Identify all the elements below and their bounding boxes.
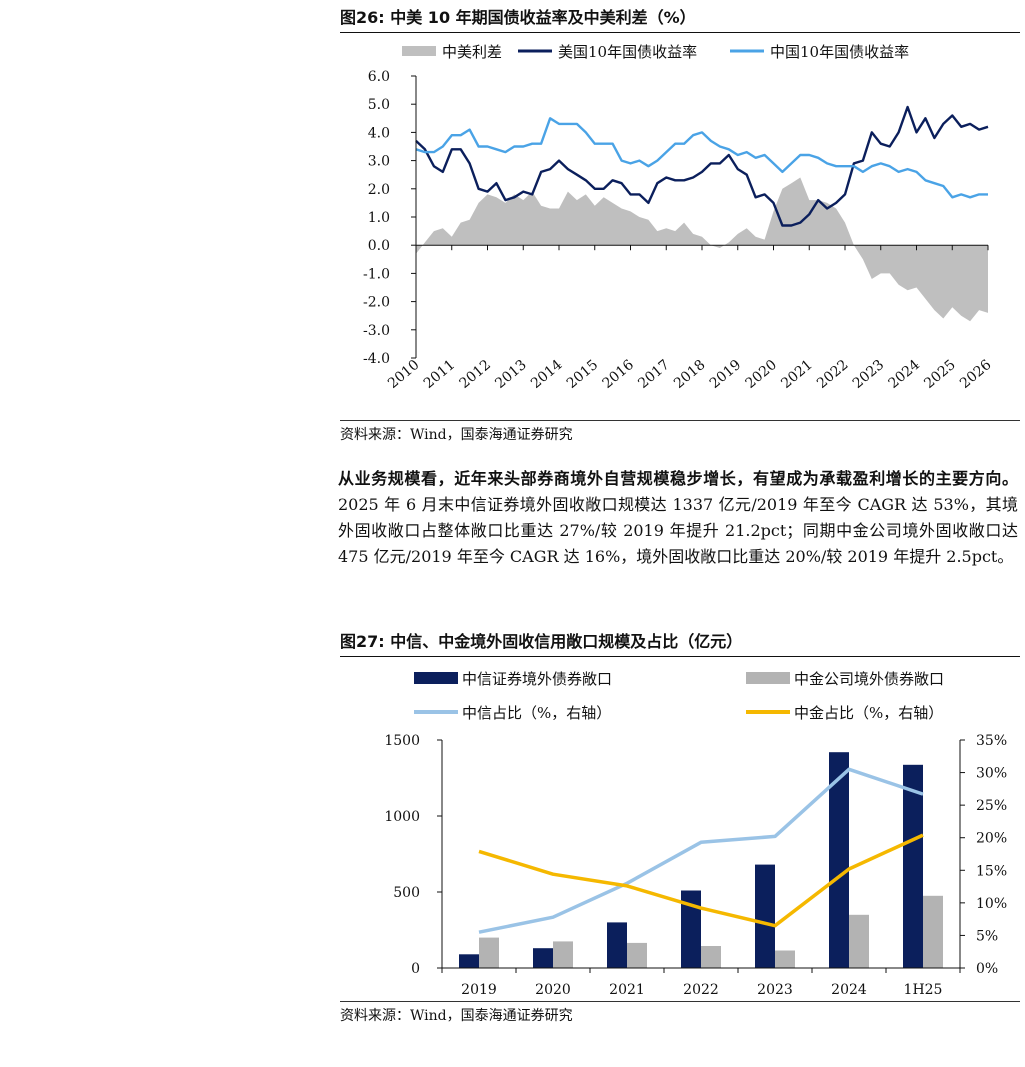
- x-tick-label-0: 2010: [385, 357, 423, 392]
- x-tick-label-3: 2013: [492, 357, 530, 392]
- body-paragraph: 从业务规模看，近年来头部券商境外自营规模稳步增长，有望成为承载盈利增长的主要方向…: [338, 466, 1018, 570]
- y-tick-label-0: 6.0: [368, 69, 390, 85]
- x-tick-label-4: 2023: [757, 982, 793, 998]
- y-right-tick-label-0: 35%: [976, 733, 1007, 749]
- x-tick-label-10: 2020: [742, 357, 780, 392]
- paragraph-text: 2025 年 6 月末中信证券境外固收敞口规模达 1337 亿元/2019 年至…: [338, 495, 1018, 566]
- legend-label-3: 中金占比（%，右轴）: [794, 704, 943, 722]
- figure2-caption-rule: [340, 656, 1020, 657]
- y-right-tick-label-1: 30%: [976, 766, 1007, 782]
- figure2-source-rule: [340, 1001, 1020, 1002]
- y-tick-label-10: -4.0: [363, 351, 390, 367]
- bar-s0-0: [459, 954, 479, 968]
- x-tick-label-3: 2022: [683, 982, 719, 998]
- figure2-source: 资料来源：Wind，国泰海通证券研究: [340, 1008, 573, 1024]
- series-line-1: [415, 105, 989, 227]
- series-line-2: [478, 767, 924, 934]
- bar-s0-4: [755, 864, 775, 968]
- x-tick-label-1: 2011: [421, 357, 459, 392]
- x-tick-label-7: 2017: [635, 357, 673, 392]
- legend-label-2: 中国10年国债收益率: [770, 43, 909, 61]
- y-tick-label-9: -3.0: [363, 323, 390, 339]
- series-line-2: [415, 117, 988, 199]
- bar-s1-3: [701, 946, 721, 968]
- legend-label-1: 中金公司境外债券敞口: [794, 670, 944, 688]
- x-tick-label-14: 2024: [885, 357, 923, 392]
- y-tick-label-1: 5.0: [368, 97, 390, 113]
- legend-swatch-0: [414, 672, 458, 684]
- chart2-plot: [459, 752, 943, 968]
- chart1-legend: 中美利差 美国10年国债收益率 中国10年国债收益率: [402, 43, 909, 61]
- bar-s1-4: [775, 950, 795, 968]
- x-tick-label-5: 2015: [564, 357, 602, 392]
- bar-s0-3: [681, 890, 701, 968]
- x-tick-label-8: 2018: [671, 357, 709, 392]
- x-tick-label-16: 2026: [957, 357, 995, 392]
- y-right-tick-label-2: 25%: [976, 798, 1007, 814]
- y-tick-label-5: 1.0: [368, 210, 390, 226]
- bar-s1-5: [849, 914, 869, 968]
- chart2-axes: 1500 1000 500 0 35% 30% 25% 20% 15% 10% 5% 0% 2019 20…: [384, 733, 1007, 998]
- legend-label-0: 中美利差: [442, 43, 502, 61]
- figure1-source-rule: [340, 420, 1020, 421]
- x-tick-label-4: 2014: [528, 357, 566, 392]
- series-area-0: [416, 177, 988, 322]
- x-tick-label-2: 2021: [609, 982, 645, 998]
- paragraph-bold-lead: 从业务规模看，近年来头部券商境外自营规模稳步增长，有望成为承载盈利增长的主要方向…: [338, 469, 1018, 488]
- chart1-plot: [415, 105, 989, 322]
- bar-s0-1: [533, 948, 553, 968]
- y-right-tick-label-6: 5%: [976, 928, 998, 944]
- bar-s0-6: [903, 764, 923, 968]
- series-line-3: [478, 833, 924, 928]
- bar-s0-2: [607, 922, 627, 968]
- legend-swatch-0: [402, 46, 436, 56]
- bar-s0-5: [829, 752, 849, 968]
- y-tick-label-4: 2.0: [368, 182, 390, 198]
- bar-s1-1: [553, 941, 573, 968]
- figure1-source: 资料来源：Wind，国泰海通证券研究: [340, 427, 573, 443]
- x-tick-label-12: 2022: [814, 357, 852, 392]
- x-tick-label-9: 2019: [707, 357, 745, 392]
- y-tick-label-6: 0.0: [368, 238, 390, 254]
- bar-s1-2: [627, 942, 647, 968]
- x-tick-label-13: 2023: [850, 357, 888, 392]
- y-tick-label-7: -1.0: [363, 266, 390, 282]
- y-left-tick-label-0: 1500: [384, 733, 420, 749]
- x-tick-label-5: 2024: [831, 982, 867, 998]
- x-tick-label-6: 2016: [599, 357, 637, 392]
- y-tick-label-2: 4.0: [368, 125, 390, 141]
- bar-s1-0: [479, 937, 499, 968]
- y-right-tick-label-3: 20%: [976, 831, 1007, 847]
- figure2-caption: 图27: 中信、中金境外固收信用敞口规模及占比（亿元）: [340, 632, 743, 651]
- chart1-y-axis: 6.0 5.0 4.0 3.0 2.0 1.0 0.0 -1.0 -2.0 -3.0 -4.0: [363, 69, 417, 367]
- y-left-tick-label-3: 0: [411, 961, 420, 977]
- x-tick-label-2: 2012: [456, 357, 494, 392]
- legend-label-2: 中信占比（%，右轴）: [462, 704, 611, 722]
- y-tick-label-8: -2.0: [363, 295, 390, 311]
- figure1-caption-rule: [340, 32, 1020, 33]
- chart1-yield-spread: 中美利差 美国10年国债收益率 中国10年国债收益率 6.0 5.0 4.0 3.0 2.0…: [363, 43, 995, 392]
- legend-label-1: 美国10年国债收益率: [558, 43, 697, 61]
- figure1-caption: 图26: 中美 10 年期国债收益率及中美利差（%）: [340, 8, 696, 27]
- y-left-tick-label-2: 500: [393, 885, 420, 901]
- bar-s1-6: [923, 895, 943, 968]
- y-right-tick-label-4: 15%: [976, 863, 1007, 879]
- legend-swatch-1: [746, 672, 790, 684]
- x-tick-label-0: 2019: [461, 982, 497, 998]
- x-tick-label-11: 2021: [778, 357, 816, 392]
- x-tick-label-1: 2020: [535, 982, 571, 998]
- y-right-tick-label-5: 10%: [976, 896, 1007, 912]
- x-tick-label-15: 2025: [921, 357, 959, 392]
- y-tick-label-3: 3.0: [368, 154, 390, 170]
- legend-label-0: 中信证券境外债券敞口: [462, 670, 612, 688]
- y-left-tick-label-1: 1000: [384, 809, 420, 825]
- y-right-tick-label-7: 0%: [976, 961, 998, 977]
- x-tick-label-6: 1H25: [904, 982, 943, 998]
